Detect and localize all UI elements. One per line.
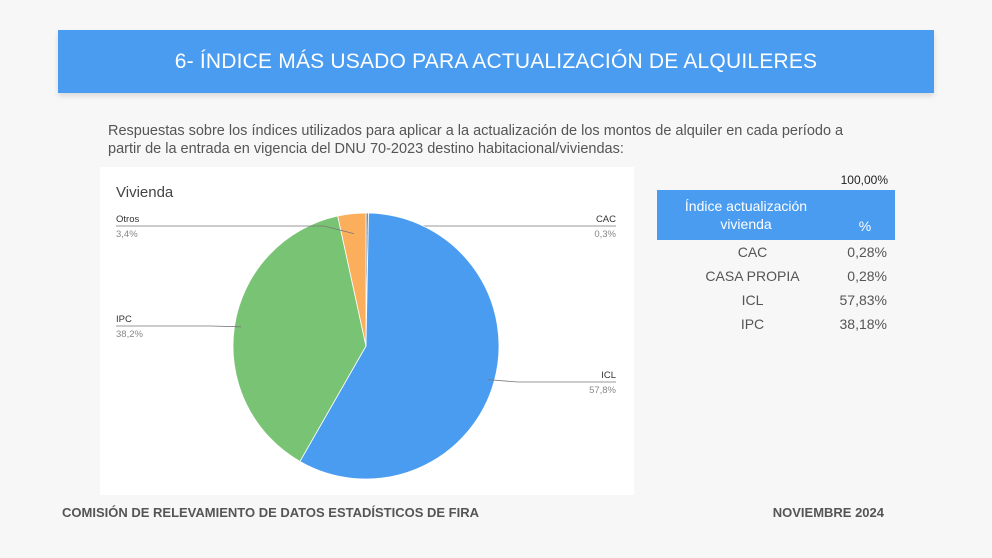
row-percent: 57,83% [839,292,887,308]
header-percent: % [835,190,895,240]
pie-slice-icl [299,212,500,480]
row-percent: 38,18% [839,316,887,332]
pie-chart: CAC 0,3% ICL 57,8% IPC 38,2% Otros 3,4% [116,212,617,480]
table-row: CAC 0,28% [657,240,895,264]
slice-label-otros: Otros [116,214,139,225]
table-total: 100,00% [840,173,888,187]
row-name: IPC [740,316,765,332]
slice-label-icl: ICL [601,370,616,381]
row-name: CAC [737,244,768,260]
header-index: Índice actualización vivienda [657,190,835,240]
row-name: ICL [741,292,764,308]
pie-slice-ipc [232,215,367,462]
footer-organization: COMISIÓN DE RELEVAMIENTO DE DATOS ESTADÍ… [62,505,479,520]
leader-line-ipc [116,325,242,328]
slice-percent-cac: 0,3% [594,229,616,240]
table-row: IPC 38,18% [657,312,895,336]
leader-line-otros [116,225,354,234]
pie-chart-card: Vivienda CAC 0,3% ICL 57,8% IPC 38,2% Otros 3,4… [100,167,634,495]
row-percent: 0,28% [847,244,887,260]
footer-date: NOVIEMBRE 2024 [772,505,884,520]
title-banner: 6- ÍNDICE MÁS USADO PARA ACTUALIZACIÓN D… [58,30,934,93]
table-row: ICL 57,83% [657,288,895,312]
slice-percent-otros: 3,4% [116,229,138,240]
pie-slice-otros [337,212,367,347]
slice-percent-icl: 57,8% [589,385,616,396]
index-table: Índice actualización vivienda % CAC 0,28… [657,190,895,336]
slice-label-ipc: IPC [116,314,132,325]
page-title: 6- ÍNDICE MÁS USADO PARA ACTUALIZACIÓN D… [174,49,818,73]
row-percent: 0,28% [847,268,887,284]
table-header-row: Índice actualización vivienda % [657,190,895,240]
intro-text: Respuestas sobre los índices utilizados … [108,123,844,157]
slice-label-cac: CAC [596,214,616,225]
leader-line-icl [487,379,616,383]
row-name: CASA PROPIA [705,268,800,284]
table-row: CASA PROPIA 0,28% [657,264,895,288]
chart-title: Vivienda [116,184,174,201]
slice-percent-ipc: 38,2% [116,329,143,340]
